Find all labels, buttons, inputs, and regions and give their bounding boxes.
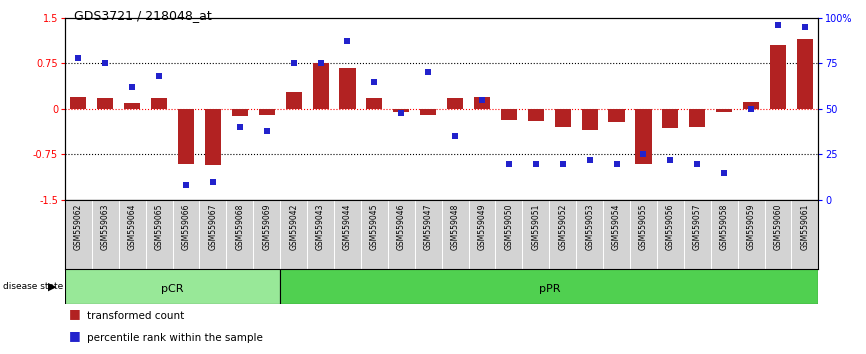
Text: GSM559055: GSM559055 bbox=[639, 204, 648, 250]
Point bbox=[126, 84, 139, 90]
Text: GSM559048: GSM559048 bbox=[450, 204, 460, 250]
Text: ■: ■ bbox=[69, 307, 81, 320]
Point bbox=[610, 161, 624, 166]
Text: GSM559046: GSM559046 bbox=[397, 204, 406, 250]
Text: GSM559060: GSM559060 bbox=[773, 204, 783, 250]
Point bbox=[502, 161, 516, 166]
Bar bbox=[716, 109, 733, 112]
Bar bbox=[70, 97, 87, 109]
Text: GSM559054: GSM559054 bbox=[612, 204, 621, 250]
Text: percentile rank within the sample: percentile rank within the sample bbox=[87, 333, 262, 343]
Text: GSM559052: GSM559052 bbox=[559, 204, 567, 250]
Bar bbox=[205, 109, 221, 165]
Bar bbox=[339, 68, 356, 109]
Bar bbox=[232, 109, 248, 116]
Text: GSM559068: GSM559068 bbox=[236, 204, 244, 250]
Text: GSM559061: GSM559061 bbox=[800, 204, 810, 250]
Text: GSM559050: GSM559050 bbox=[504, 204, 514, 250]
Text: GSM559059: GSM559059 bbox=[746, 204, 756, 250]
Bar bbox=[527, 109, 544, 121]
Bar bbox=[662, 109, 678, 128]
Text: ■: ■ bbox=[69, 329, 81, 342]
Point bbox=[394, 110, 408, 115]
Bar bbox=[178, 109, 194, 164]
Bar bbox=[582, 109, 598, 130]
Point bbox=[475, 97, 489, 103]
Text: GSM559063: GSM559063 bbox=[100, 204, 110, 250]
Bar bbox=[286, 92, 301, 109]
Text: GSM559043: GSM559043 bbox=[316, 204, 325, 250]
Text: disease state: disease state bbox=[3, 282, 63, 291]
Text: GSM559067: GSM559067 bbox=[209, 204, 217, 250]
Bar bbox=[636, 109, 651, 164]
Bar bbox=[97, 98, 113, 109]
Point bbox=[690, 161, 704, 166]
Point bbox=[717, 170, 731, 176]
Text: GSM559047: GSM559047 bbox=[423, 204, 433, 250]
Bar bbox=[65, 269, 281, 304]
Bar bbox=[259, 109, 275, 115]
Text: pPR: pPR bbox=[539, 284, 560, 293]
Text: GSM559056: GSM559056 bbox=[666, 204, 675, 250]
Point bbox=[152, 73, 166, 79]
Point bbox=[421, 69, 435, 75]
Bar bbox=[689, 109, 705, 127]
Point bbox=[99, 61, 113, 66]
Text: GSM559049: GSM559049 bbox=[477, 204, 487, 250]
Bar bbox=[281, 269, 818, 304]
Bar bbox=[501, 109, 517, 120]
Text: GSM559065: GSM559065 bbox=[155, 204, 164, 250]
Bar bbox=[366, 98, 383, 109]
Point bbox=[233, 124, 247, 130]
Text: GSM559044: GSM559044 bbox=[343, 204, 352, 250]
Text: GSM559045: GSM559045 bbox=[370, 204, 379, 250]
Bar bbox=[770, 45, 786, 109]
Text: pCR: pCR bbox=[161, 284, 184, 293]
Bar bbox=[554, 109, 571, 127]
Bar bbox=[313, 63, 328, 109]
Text: ▶: ▶ bbox=[48, 282, 56, 292]
Point bbox=[179, 183, 193, 188]
Text: GSM559058: GSM559058 bbox=[720, 204, 728, 250]
Bar bbox=[609, 109, 624, 122]
Text: GSM559062: GSM559062 bbox=[74, 204, 83, 250]
Bar bbox=[393, 109, 410, 112]
Point bbox=[260, 128, 274, 133]
Bar bbox=[151, 98, 167, 109]
Bar bbox=[797, 39, 813, 109]
Text: transformed count: transformed count bbox=[87, 312, 184, 321]
Bar bbox=[420, 109, 436, 115]
Point bbox=[529, 161, 543, 166]
Point bbox=[367, 79, 381, 84]
Text: GSM559051: GSM559051 bbox=[532, 204, 540, 250]
Point bbox=[340, 39, 354, 44]
Text: GSM559066: GSM559066 bbox=[182, 204, 191, 250]
Point bbox=[313, 61, 327, 66]
Point bbox=[744, 106, 758, 112]
Text: GSM559057: GSM559057 bbox=[693, 204, 701, 250]
Bar bbox=[124, 103, 140, 109]
Point bbox=[206, 179, 220, 185]
Text: GDS3721 / 218048_at: GDS3721 / 218048_at bbox=[74, 9, 211, 22]
Point bbox=[771, 22, 785, 28]
Point bbox=[637, 152, 650, 157]
Point bbox=[798, 24, 811, 30]
Text: GSM559042: GSM559042 bbox=[289, 204, 298, 250]
Point bbox=[663, 157, 677, 163]
Text: GSM559053: GSM559053 bbox=[585, 204, 594, 250]
Bar bbox=[474, 97, 490, 109]
Point bbox=[72, 55, 86, 61]
Point bbox=[449, 133, 462, 139]
Text: GSM559064: GSM559064 bbox=[127, 204, 137, 250]
Point bbox=[583, 157, 597, 163]
Bar bbox=[743, 102, 759, 109]
Point bbox=[287, 61, 301, 66]
Point bbox=[556, 161, 570, 166]
Bar bbox=[447, 98, 463, 109]
Text: GSM559069: GSM559069 bbox=[262, 204, 271, 250]
